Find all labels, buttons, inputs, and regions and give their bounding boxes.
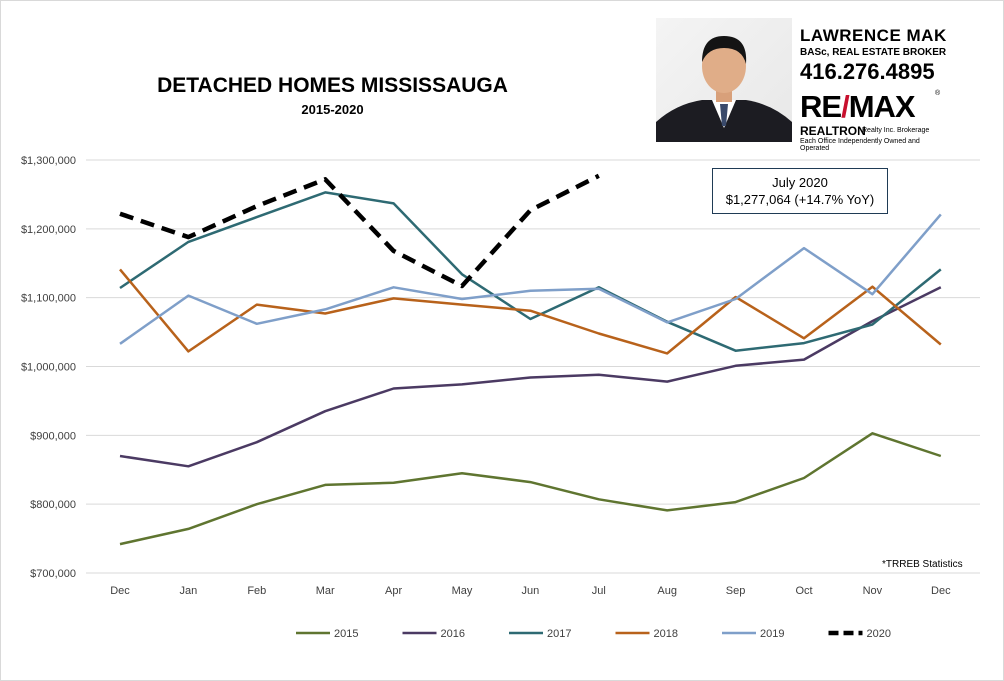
x-axis-labels: Dec Jan Feb Mar Apr May Jun Jul Aug Sep Oct Nov Dec <box>110 585 951 597</box>
agent-photo-icon <box>656 18 792 142</box>
legend: 2015 2016 2017 2018 2019 2020 <box>296 628 891 640</box>
chart-title: DETACHED HOMES MISSISSAUGA <box>157 74 508 97</box>
x-tick-label: Sep <box>726 585 746 597</box>
logo-slash: / <box>841 89 850 124</box>
y-tick-label: $1,200,000 <box>21 224 76 236</box>
source-note: *TRREB Statistics <box>882 559 963 570</box>
series-line-2018 <box>119 268 942 355</box>
legend-label-2018: 2018 <box>654 628 678 640</box>
legend-label-2015: 2015 <box>334 628 358 640</box>
x-tick-label: Jun <box>522 585 540 597</box>
legend-label-2019: 2019 <box>760 628 784 640</box>
y-tick-label: $1,100,000 <box>21 293 76 305</box>
legend-label-2017: 2017 <box>547 628 571 640</box>
x-tick-label: Feb <box>247 585 266 597</box>
y-tick-label: $900,000 <box>30 430 76 442</box>
legend-label-2020: 2020 <box>867 628 891 640</box>
y-tick-label: $700,000 <box>30 568 76 580</box>
highlight-callout: July 2020 $1,277,064 (+14.7% YoY) <box>712 168 888 214</box>
logo-registered-mark: ® <box>935 90 941 97</box>
gridlines <box>86 159 980 574</box>
brokerage-subtitle: Realty Inc. Brokerage <box>862 127 930 134</box>
series-lines <box>119 173 942 546</box>
legend-label-2016: 2016 <box>441 628 465 640</box>
x-tick-label: Aug <box>657 585 677 597</box>
series-line-2019 <box>119 213 942 345</box>
x-tick-label: May <box>452 585 473 597</box>
callout-line-2: $1,277,064 (+14.7% YoY) <box>725 192 875 207</box>
y-tick-label: $800,000 <box>30 499 76 511</box>
logo-text-right: MAX <box>848 89 916 124</box>
agent-branding: LAWRENCE MAK BASc, REAL ESTATE BROKER 41… <box>650 6 950 152</box>
x-tick-label: Apr <box>385 585 402 597</box>
series-line-2016 <box>119 286 942 468</box>
x-tick-label: Oct <box>795 585 812 597</box>
x-tick-label: Dec <box>931 585 951 597</box>
callout-line-1: July 2020 <box>772 175 828 190</box>
y-tick-label: $1,000,000 <box>21 362 76 374</box>
brokerage-name: REALTRON <box>800 124 866 138</box>
series-line-2020 <box>119 173 600 289</box>
agent-role: BASc, REAL ESTATE BROKER <box>800 47 947 58</box>
y-axis-labels: $700,000 $800,000 $900,000 $1,000,000 $1,100… <box>21 155 76 580</box>
agent-phone: 416.276.4895 <box>800 59 935 84</box>
brokerage-disclaimer: Each Office Independently Owned and Oper… <box>800 138 920 152</box>
logo-text-left: RE <box>800 89 842 124</box>
x-tick-label: Nov <box>863 585 883 597</box>
x-tick-label: Dec <box>110 585 130 597</box>
x-tick-label: Mar <box>316 585 335 597</box>
series-line-2015 <box>119 432 942 546</box>
x-tick-label: Jul <box>592 585 606 597</box>
remax-logo: RE/MAX <box>800 89 916 125</box>
x-tick-label: Jan <box>180 585 198 597</box>
y-tick-label: $1,300,000 <box>21 155 76 167</box>
chart-subtitle: 2015-2020 <box>301 102 364 117</box>
agent-name: LAWRENCE MAK <box>800 26 947 45</box>
